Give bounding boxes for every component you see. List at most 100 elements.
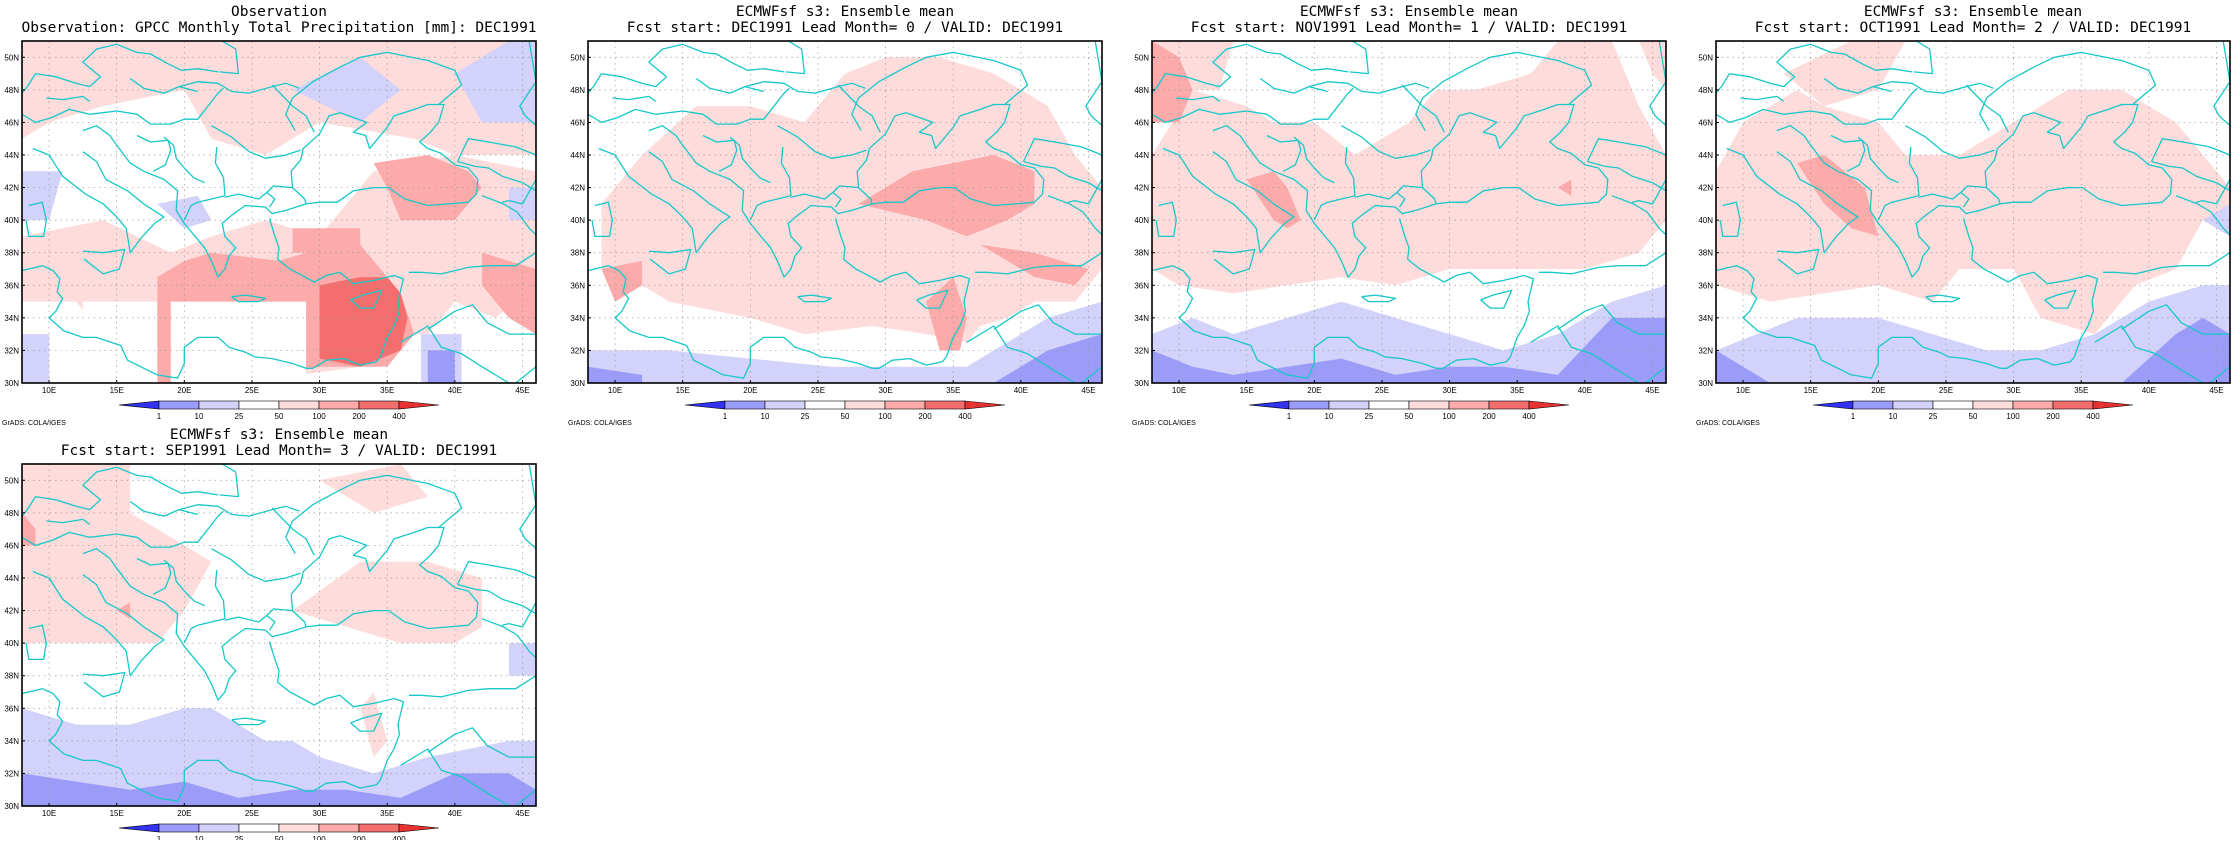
lat-label: 40N bbox=[570, 216, 585, 225]
coastline bbox=[777, 125, 867, 159]
colorbar-swatch bbox=[764, 400, 806, 410]
coastline bbox=[612, 95, 656, 102]
coastline bbox=[1081, 366, 1102, 383]
coastline bbox=[1776, 248, 1820, 275]
colorbar-label: 100 bbox=[2006, 412, 2020, 421]
colorbar-swatch bbox=[2052, 400, 2094, 410]
coastline bbox=[1962, 218, 2099, 369]
coastline bbox=[834, 218, 971, 369]
coastline bbox=[427, 727, 536, 758]
map-frame bbox=[587, 40, 1103, 384]
panel-title: ECMWFsf s3: Ensemble mean bbox=[1864, 4, 2082, 20]
lat-label: 50N bbox=[570, 53, 585, 62]
lat-label: 48N bbox=[4, 86, 19, 95]
coastline bbox=[1913, 41, 1934, 75]
coastline bbox=[790, 185, 859, 200]
lat-label: 36N bbox=[1698, 281, 1713, 290]
coastline bbox=[266, 191, 276, 208]
coastline bbox=[1877, 146, 1920, 221]
precip-shading bbox=[22, 773, 536, 806]
colorbar-label: 1 bbox=[157, 835, 162, 840]
coastline bbox=[2044, 289, 2077, 309]
lat-label: 40N bbox=[4, 639, 19, 648]
coastline bbox=[1022, 138, 1102, 162]
colorbar-swatch bbox=[684, 400, 726, 410]
coastline bbox=[163, 136, 205, 184]
coastline bbox=[515, 366, 536, 383]
colorbar-label: 400 bbox=[392, 412, 406, 421]
lat-label: 44N bbox=[1134, 151, 1149, 160]
colorbar: 1 10 25 50 100 200 400 bbox=[118, 823, 440, 844]
precip-shading bbox=[22, 708, 536, 806]
precip-shading bbox=[170, 301, 307, 383]
precip-shading bbox=[454, 138, 536, 155]
lon-label: 25E bbox=[1375, 386, 1389, 395]
coastline bbox=[601, 43, 785, 88]
coastline bbox=[129, 77, 300, 94]
colorbar-label: 100 bbox=[1442, 412, 1456, 421]
colorbar-swatch bbox=[1972, 400, 2014, 410]
colorbar: 1 10 25 50 100 200 400 bbox=[1248, 400, 1570, 421]
panel-subtitle: Fcst start: OCT1991 Lead Month= 2 / VALI… bbox=[1755, 20, 2192, 36]
coastline bbox=[231, 294, 267, 303]
coastline bbox=[219, 464, 240, 498]
coastline bbox=[46, 518, 90, 525]
coastline bbox=[702, 134, 738, 172]
colorbar-label: 10 bbox=[761, 412, 770, 421]
coastline bbox=[648, 125, 873, 278]
lon-label: 35E bbox=[946, 386, 960, 395]
coastline bbox=[1152, 108, 1220, 124]
coastline bbox=[271, 84, 315, 133]
coastline bbox=[1823, 77, 1994, 94]
coastline bbox=[290, 103, 479, 207]
lat-label: 42N bbox=[4, 607, 19, 616]
coastline bbox=[2102, 252, 2230, 275]
lat-label: 30N bbox=[4, 802, 19, 811]
lat-label: 30N bbox=[1698, 379, 1713, 388]
coastline bbox=[502, 179, 536, 205]
coastline bbox=[1152, 73, 1167, 94]
precip-shading bbox=[1246, 171, 1301, 229]
colorbar-swatch bbox=[1368, 400, 1410, 410]
coastline bbox=[598, 147, 731, 254]
precip-shading bbox=[588, 366, 643, 383]
coastline bbox=[211, 125, 301, 159]
coastline bbox=[1068, 179, 1102, 205]
coastline bbox=[1965, 84, 2009, 133]
lon-label: 15E bbox=[676, 386, 690, 395]
lat-label: 34N bbox=[1134, 314, 1149, 323]
coastline bbox=[851, 51, 1029, 131]
precip-shading bbox=[82, 301, 158, 383]
lat-label: 40N bbox=[4, 216, 19, 225]
coastline bbox=[1830, 134, 1866, 172]
coastline bbox=[22, 531, 90, 547]
coastline bbox=[502, 602, 536, 628]
colorbar-swatch bbox=[724, 400, 766, 410]
coastline bbox=[266, 614, 276, 631]
coastline bbox=[797, 294, 833, 303]
coastline bbox=[1857, 136, 1899, 184]
coastline bbox=[1925, 294, 1961, 303]
coastline bbox=[1783, 87, 1918, 125]
colorbar: 1 10 25 50 100 200 400 bbox=[684, 400, 1006, 421]
lat-label: 32N bbox=[4, 769, 19, 778]
lat-label: 34N bbox=[570, 314, 585, 323]
lon-label: 45E bbox=[1081, 386, 1095, 395]
lon-label: 40E bbox=[448, 809, 462, 818]
coastline bbox=[1341, 125, 1431, 159]
coastline bbox=[22, 108, 90, 124]
colorbar-label: 10 bbox=[1889, 412, 1898, 421]
lat-label: 30N bbox=[1134, 379, 1149, 388]
colorbar-swatch bbox=[358, 400, 400, 410]
lon-label: 20E bbox=[177, 809, 191, 818]
colorbar-label: 50 bbox=[841, 412, 850, 421]
coastline bbox=[588, 108, 656, 124]
map-area bbox=[22, 41, 536, 383]
coastline bbox=[2150, 138, 2230, 162]
lat-label: 44N bbox=[4, 574, 19, 583]
lon-label: 25E bbox=[245, 386, 259, 395]
lon-label: 45E bbox=[2209, 386, 2223, 395]
